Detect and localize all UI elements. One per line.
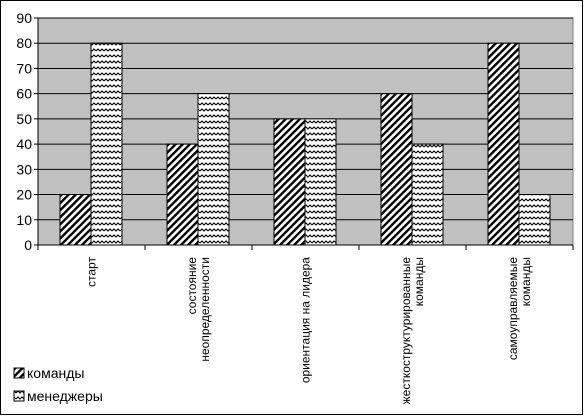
legend: команды менеджеры <box>13 365 103 404</box>
bar-menedzhery <box>90 42 123 246</box>
y-tick-label: 80 <box>16 35 32 51</box>
y-tick-label: 10 <box>16 212 32 228</box>
y-axis: 0 10 20 30 40 50 60 70 80 90 <box>16 10 39 253</box>
y-tick-label: 0 <box>24 237 32 253</box>
legend-swatch <box>13 367 25 379</box>
bar-menedzhery <box>304 118 337 246</box>
x-category-label: состояние <box>185 257 199 315</box>
legend-label: команды <box>27 365 84 381</box>
y-tick-label: 20 <box>16 187 32 203</box>
legend-label: менеджеры <box>27 388 103 404</box>
bar-komandy <box>59 194 92 246</box>
x-category-label: неопределенности <box>198 257 212 362</box>
x-category-label: старт <box>85 257 99 287</box>
legend-swatch <box>13 390 25 402</box>
x-category-label: команды <box>519 257 533 306</box>
y-tick-label: 50 <box>16 111 32 127</box>
bars <box>59 42 551 246</box>
bar-komandy <box>487 42 520 246</box>
bar-menedzhery <box>411 143 444 246</box>
x-axis: старт состояние неопределенности ориентация… <box>37 244 574 405</box>
y-tick-label: 70 <box>16 60 32 76</box>
bar-komandy <box>166 143 199 246</box>
y-tick-label: 90 <box>16 10 32 26</box>
y-tick-label: 40 <box>16 136 32 152</box>
bar-menedzhery <box>197 93 230 246</box>
x-category-label: ориентация на лидера <box>299 257 313 383</box>
y-tick-label: 30 <box>16 161 32 177</box>
bar-menedzhery <box>518 194 551 246</box>
x-category-label: жесткоструктурированные <box>399 257 413 405</box>
bar-komandy <box>380 93 413 246</box>
y-tick-label: 60 <box>16 86 32 102</box>
bar-komandy <box>273 118 306 246</box>
x-category-label: самоуправляемые <box>506 257 520 360</box>
x-category-label: команды <box>412 257 426 306</box>
